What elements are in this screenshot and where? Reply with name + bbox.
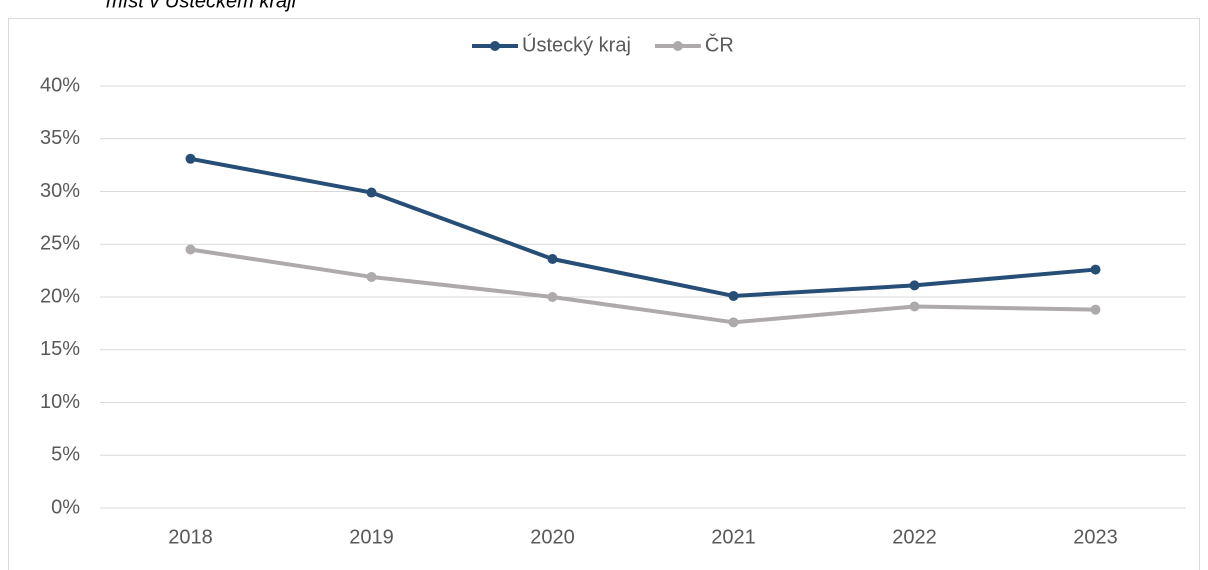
y-tick-label: 20% bbox=[40, 285, 80, 307]
point bbox=[547, 254, 558, 265]
chart-frame bbox=[8, 18, 1200, 570]
point bbox=[1090, 304, 1101, 315]
point bbox=[728, 290, 739, 301]
series-line bbox=[190, 247, 1096, 325]
x-tick-label: 2019 bbox=[349, 526, 394, 548]
point bbox=[185, 244, 196, 255]
y-tick-label: 0% bbox=[51, 496, 80, 518]
point bbox=[366, 187, 377, 198]
series-line bbox=[190, 156, 1096, 298]
y-tick-label: 15% bbox=[40, 338, 80, 360]
point bbox=[185, 153, 196, 164]
x-tick-label: 2022 bbox=[892, 526, 937, 548]
y-tick-label: 25% bbox=[40, 233, 80, 255]
legend-marker bbox=[490, 41, 500, 51]
point bbox=[366, 271, 377, 282]
point bbox=[547, 292, 558, 302]
x-tick-label: 2020 bbox=[530, 526, 575, 548]
legend-marker bbox=[672, 41, 683, 51]
legend-label: Ústecký kraj bbox=[522, 33, 631, 56]
point bbox=[728, 317, 739, 328]
y-tick-label: 5% bbox=[51, 444, 80, 466]
x-tick-label: 2023 bbox=[1073, 526, 1118, 548]
y-tick-label: 30% bbox=[40, 180, 80, 202]
y-tick-label: 35% bbox=[40, 127, 80, 149]
point bbox=[909, 280, 920, 291]
x-tick-label: 2021 bbox=[711, 526, 756, 548]
point bbox=[1090, 264, 1101, 275]
x-tick-label: 2018 bbox=[168, 526, 213, 548]
y-tick-label: 40% bbox=[40, 74, 80, 96]
legend-label: ČR bbox=[705, 33, 734, 56]
point bbox=[909, 301, 920, 312]
chart-title: míst v Ústeckém kraji bbox=[106, 0, 297, 12]
y-tick-label: 10% bbox=[40, 391, 80, 413]
